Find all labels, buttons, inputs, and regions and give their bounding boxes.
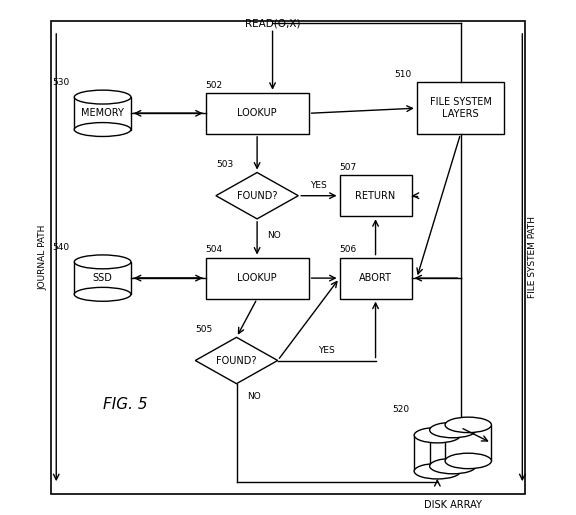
Text: 505: 505	[195, 325, 213, 334]
Text: FILE SYSTEM PATH: FILE SYSTEM PATH	[528, 216, 537, 299]
Ellipse shape	[445, 453, 491, 469]
Text: 507: 507	[339, 163, 357, 172]
Text: YES: YES	[319, 346, 335, 355]
Polygon shape	[216, 173, 298, 219]
Ellipse shape	[74, 123, 131, 136]
Text: 504: 504	[206, 245, 223, 254]
Ellipse shape	[74, 90, 131, 104]
Text: LOOKUP: LOOKUP	[237, 108, 277, 118]
FancyBboxPatch shape	[206, 93, 309, 134]
Text: NO: NO	[247, 392, 260, 401]
FancyBboxPatch shape	[339, 175, 412, 216]
Text: 510: 510	[395, 70, 412, 79]
Text: ABORT: ABORT	[359, 273, 392, 283]
Text: FIG. 5: FIG. 5	[103, 397, 147, 412]
Text: 540: 540	[52, 243, 69, 252]
Text: FOUND?: FOUND?	[237, 191, 278, 201]
Ellipse shape	[445, 417, 491, 433]
Ellipse shape	[74, 287, 131, 301]
Text: FILE SYSTEM
LAYERS: FILE SYSTEM LAYERS	[430, 97, 491, 119]
Text: DISK ARRAY: DISK ARRAY	[424, 500, 482, 509]
Text: FOUND?: FOUND?	[216, 355, 257, 366]
Bar	[74, 97, 131, 129]
Text: SSD: SSD	[93, 273, 112, 283]
Polygon shape	[195, 337, 278, 384]
Bar	[445, 425, 491, 461]
Ellipse shape	[414, 464, 461, 479]
Bar	[430, 430, 476, 466]
Ellipse shape	[74, 255, 131, 269]
Text: 520: 520	[392, 405, 409, 414]
Ellipse shape	[430, 458, 476, 474]
Text: MEMORY: MEMORY	[81, 108, 124, 118]
Text: YES: YES	[310, 181, 327, 190]
Ellipse shape	[430, 422, 476, 438]
Bar	[414, 435, 461, 471]
Text: 502: 502	[206, 80, 223, 90]
Bar	[74, 262, 131, 295]
FancyBboxPatch shape	[51, 21, 525, 494]
FancyBboxPatch shape	[339, 258, 412, 299]
Text: 530: 530	[52, 78, 69, 87]
Text: 506: 506	[339, 245, 357, 254]
Text: 503: 503	[216, 160, 233, 169]
Text: NO: NO	[267, 231, 281, 240]
FancyBboxPatch shape	[417, 82, 505, 134]
Text: JOURNAL PATH: JOURNAL PATH	[39, 225, 48, 290]
Text: RETURN: RETURN	[355, 191, 396, 201]
Ellipse shape	[414, 427, 461, 443]
Text: LOOKUP: LOOKUP	[237, 273, 277, 283]
FancyBboxPatch shape	[206, 258, 309, 299]
Text: READ(O,X): READ(O,X)	[245, 18, 300, 28]
